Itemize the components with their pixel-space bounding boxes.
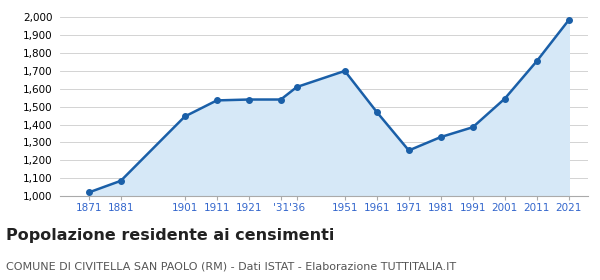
Text: Popolazione residente ai censimenti: Popolazione residente ai censimenti — [6, 228, 334, 243]
Text: COMUNE DI CIVITELLA SAN PAOLO (RM) - Dati ISTAT - Elaborazione TUTTITALIA.IT: COMUNE DI CIVITELLA SAN PAOLO (RM) - Dat… — [6, 262, 456, 272]
